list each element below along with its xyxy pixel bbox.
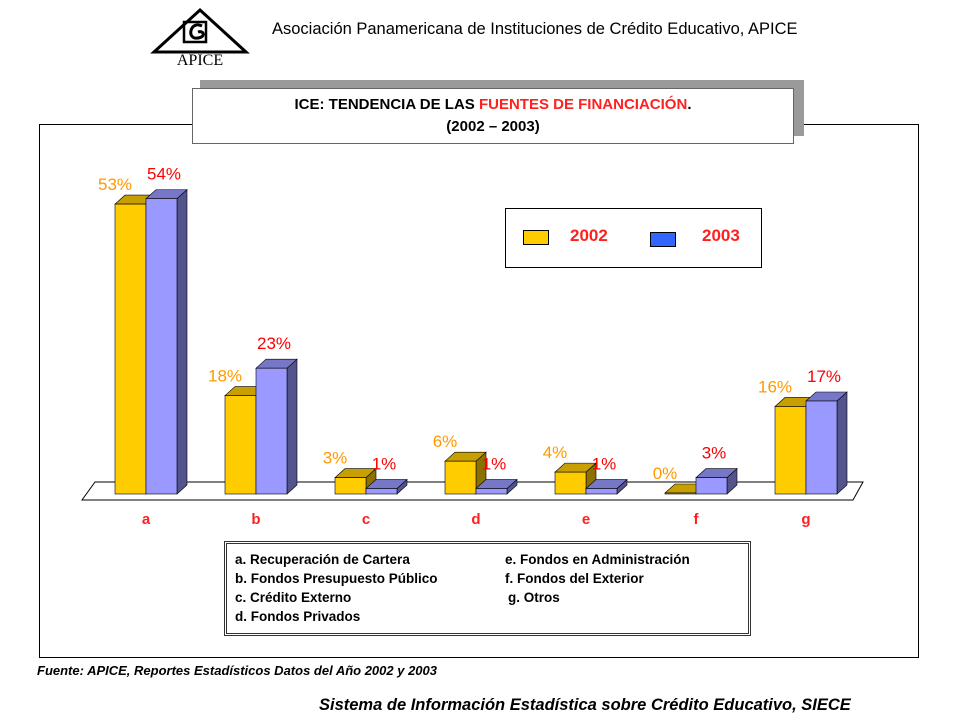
category-label-d: d	[471, 511, 480, 528]
value-label-2002-d: 6%	[433, 432, 458, 451]
bar-2003-f	[695, 477, 728, 495]
bar-2003-g-side	[836, 391, 848, 495]
title-prefix: ICE: TENDENCIA DE LAS	[294, 96, 479, 113]
category-label-e: e	[582, 511, 590, 528]
value-label-2003-f: 3%	[702, 444, 727, 463]
category-label-f: f	[694, 511, 700, 528]
bar-2002-f	[664, 492, 697, 495]
bar-2002-d	[444, 460, 477, 495]
value-label-2002-e: 4%	[543, 443, 568, 462]
value-label-2002-g: 16%	[758, 377, 792, 396]
value-label-2002-f: 0%	[653, 464, 678, 483]
bar-2002-c	[334, 477, 367, 495]
bar-2003-g	[805, 400, 838, 495]
value-label-2002-b: 18%	[208, 367, 242, 386]
legend-swatch-2003	[650, 232, 676, 247]
chart-title: ICE: TENDENCIA DE LAS FUENTES DE FINANCI…	[192, 88, 794, 144]
bar-2003-d	[475, 488, 508, 495]
bar-2002-e	[554, 471, 587, 495]
legend-swatch-2002	[523, 230, 549, 245]
key-item-f: f. Fondos del Exterior	[505, 571, 644, 586]
bar-2003-a	[145, 198, 178, 495]
apice-logo: APICE	[150, 7, 250, 68]
bar-2002-b	[224, 395, 257, 495]
key-item-g: g. Otros	[508, 590, 560, 605]
key-item-e: e. Fondos en Administración	[505, 552, 690, 567]
bar-2002-g	[774, 406, 807, 495]
category-label-c: c	[362, 511, 370, 528]
key-item-a: a. Recuperación de Cartera	[235, 552, 410, 567]
legend-label-2003: 2003	[702, 226, 740, 245]
value-label-2003-c: 1%	[372, 455, 397, 474]
category-label-a: a	[142, 511, 151, 528]
logo-text: APICE	[177, 52, 223, 68]
bar-2003-a-side	[176, 188, 188, 495]
category-label-b: b	[251, 511, 260, 528]
source-note: Fuente: APICE, Reportes Estadísticos Dat…	[37, 663, 437, 678]
value-label-2003-g: 17%	[807, 367, 841, 386]
value-label-2003-d: 1%	[482, 455, 507, 474]
bar-2003-e	[585, 488, 618, 495]
organization-title: Asociación Panamericana de Instituciones…	[272, 20, 798, 38]
legend-label-2002: 2002	[570, 226, 608, 245]
bar-2003-b	[255, 367, 288, 495]
category-key: a. Recuperación de Cartera b. Fondos Pre…	[224, 541, 751, 636]
title-years: (2002 – 2003)	[446, 118, 540, 135]
legend: 2002 2003	[505, 208, 762, 268]
value-label-2003-a: 54%	[147, 165, 181, 184]
key-item-c: c. Crédito Externo	[235, 590, 352, 605]
value-label-2003-b: 23%	[257, 334, 291, 353]
value-label-2002-c: 3%	[323, 449, 348, 468]
category-label-g: g	[801, 511, 810, 528]
bar-2003-c	[365, 488, 398, 495]
title-suffix: .	[687, 96, 692, 113]
key-item-d: d. Fondos Privados	[235, 609, 361, 624]
key-item-b: b. Fondos Presupuesto Público	[235, 571, 438, 586]
title-highlight: FUENTES DE FINANCIACIÓN	[478, 96, 688, 113]
value-label-2002-a: 53%	[98, 175, 132, 194]
bar-2003-b-side	[286, 358, 298, 495]
footer-title: Sistema de Información Estadística sobre…	[319, 696, 851, 714]
bar-2002-a	[114, 203, 147, 495]
value-label-2003-e: 1%	[592, 455, 617, 474]
